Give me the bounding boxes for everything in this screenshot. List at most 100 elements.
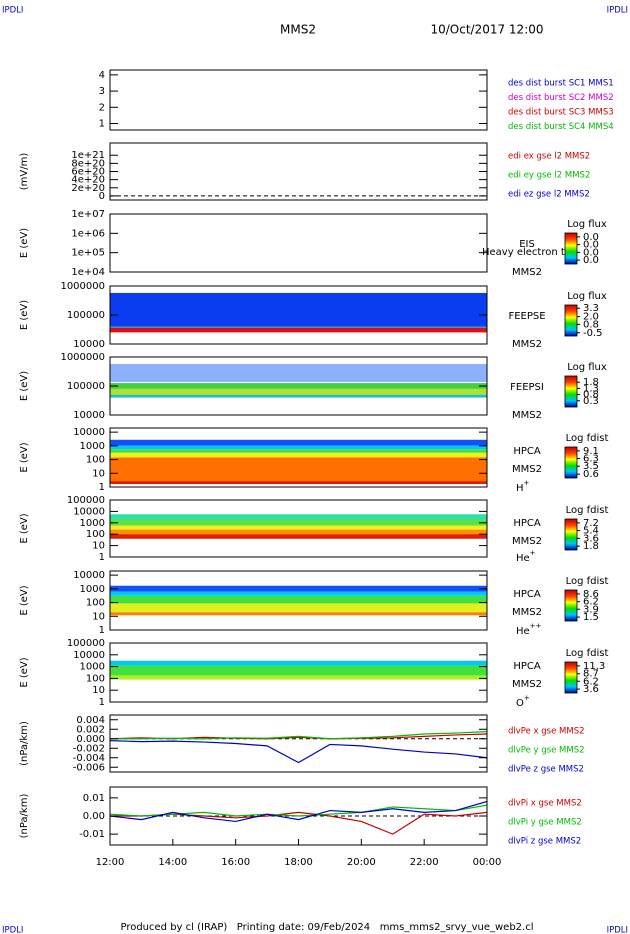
y-tick-label: 1e+06 bbox=[71, 228, 105, 239]
y-tick-label: 1000 bbox=[80, 441, 105, 452]
colorbar-tick-label: 0.3 bbox=[583, 396, 599, 407]
panel-plot bbox=[110, 439, 487, 485]
spectrogram bbox=[110, 591, 487, 596]
colorbar-tick-label: 0.0 bbox=[583, 247, 599, 258]
spacecraft-label: MMS2 bbox=[512, 267, 542, 278]
x-tick-label: 00:00 bbox=[473, 857, 502, 868]
colorbar-tick-label: 0.6 bbox=[583, 469, 599, 480]
x-tick-label: 22:00 bbox=[410, 857, 439, 868]
y-axis-label: (nPa/km) bbox=[19, 721, 30, 766]
spectrogram bbox=[110, 452, 487, 458]
colorbar-tick-label: 3.9 bbox=[583, 604, 599, 615]
species-label: H+ bbox=[516, 479, 530, 494]
colorbar-title: Log flux bbox=[567, 291, 607, 302]
y-tick-label: 100000 bbox=[67, 381, 105, 392]
spectrogram bbox=[110, 363, 487, 382]
spectrogram bbox=[110, 449, 487, 453]
y-tick-label: 1000 bbox=[80, 662, 105, 673]
species-charge: + bbox=[524, 694, 530, 702]
colorbar-tick-label: 6.3 bbox=[583, 454, 599, 465]
spectrogram bbox=[110, 675, 487, 680]
y-tick-label: 2e+20 bbox=[71, 183, 105, 194]
y-tick-label: 10 bbox=[92, 611, 105, 622]
y-tick-label: 10000 bbox=[73, 427, 105, 438]
y-tick-label: 0.01 bbox=[83, 793, 105, 804]
colorbar bbox=[564, 661, 578, 694]
y-tick-label: 1e+07 bbox=[71, 209, 105, 220]
colorbar-tick-label: 1.3 bbox=[583, 383, 599, 394]
spacecraft-label: MMS2 bbox=[512, 339, 542, 350]
instrument-label: HPCA bbox=[513, 661, 541, 672]
colorbar-tick-label: 1.8 bbox=[583, 377, 599, 388]
colorbar-tick-label: 6.2 bbox=[583, 597, 599, 608]
y-tick-label: 6e+20 bbox=[71, 167, 105, 178]
corner-tag: IPDLI bbox=[607, 6, 628, 16]
y-axis-label: (mV/m) bbox=[19, 153, 30, 191]
panel-plot bbox=[110, 800, 487, 835]
species-base: H bbox=[516, 483, 524, 494]
colorbar-tick-label: 1.8 bbox=[583, 541, 599, 552]
y-tick-label: 1000 bbox=[80, 584, 105, 595]
species-charge: + bbox=[524, 479, 530, 487]
footer-text: Produced by cl (IRAP) Printing date: 09/… bbox=[120, 922, 533, 933]
spectrogram bbox=[110, 383, 487, 389]
y-tick-label: 10000 bbox=[73, 570, 105, 581]
spectrogram bbox=[110, 585, 487, 592]
species-label: O+ bbox=[516, 694, 530, 709]
spacecraft-label: MMS2 bbox=[512, 464, 542, 475]
y-tick-label: -0.01 bbox=[79, 829, 105, 840]
colorbar-tick-label: 5.4 bbox=[583, 526, 599, 537]
y-tick-label: 10000 bbox=[73, 506, 105, 517]
y-tick-label: 0.00 bbox=[83, 811, 105, 822]
y-tick-label: 0.004 bbox=[76, 715, 105, 726]
instrument-label: FEEPSE bbox=[508, 311, 545, 322]
colorbar-title: Log flux bbox=[567, 362, 607, 373]
panel-plot bbox=[110, 514, 487, 539]
species-base: O bbox=[516, 698, 524, 709]
spectrogram bbox=[110, 326, 487, 328]
y-tick-label: -0.006 bbox=[73, 762, 105, 773]
y-tick-label: 1000 bbox=[80, 518, 105, 529]
colorbar-tick-label: 0.0 bbox=[583, 232, 599, 243]
y-tick-label: 10 bbox=[92, 541, 105, 552]
spectrogram bbox=[110, 595, 487, 604]
spectrogram bbox=[110, 534, 487, 539]
legend-entry: des dist burst SC1 MMS1 bbox=[508, 79, 614, 89]
y-tick-label: 1 bbox=[99, 119, 105, 130]
y-tick-label: -0.004 bbox=[73, 753, 105, 764]
panel-plot bbox=[110, 660, 487, 680]
colorbar-title: Log fdist bbox=[566, 576, 609, 587]
colorbar-title: Log fdist bbox=[566, 433, 609, 444]
legend-entry: dlvPi y gse MMS2 bbox=[508, 818, 582, 828]
colorbar-tick-label: 2.0 bbox=[583, 312, 599, 323]
y-tick-label: 4e+20 bbox=[71, 175, 105, 186]
colorbar-tick-label: 0.8 bbox=[583, 319, 599, 330]
legend-entry: des dist burst SC2 MMS2 bbox=[508, 93, 614, 103]
spacecraft-label: MMS2 bbox=[512, 679, 542, 690]
y-tick-label: 0 bbox=[99, 191, 105, 202]
colorbar-tick-label: -0.5 bbox=[583, 328, 603, 339]
y-tick-label: 10 bbox=[92, 468, 105, 479]
y-tick-label: 10 bbox=[92, 685, 105, 696]
y-axis-label: E (eV) bbox=[19, 513, 30, 543]
y-tick-label: 3 bbox=[99, 86, 105, 97]
y-tick-label: 1000000 bbox=[60, 281, 105, 292]
spectrogram bbox=[110, 603, 487, 613]
y-tick-label: 100000 bbox=[67, 638, 105, 649]
colorbar-tick-label: 3.6 bbox=[583, 684, 599, 695]
instrument-label: HPCA bbox=[513, 518, 541, 529]
y-axis-label: E (eV) bbox=[19, 657, 30, 687]
y-axis-label: E (eV) bbox=[19, 371, 30, 401]
colorbar bbox=[564, 304, 578, 337]
panel-plot bbox=[110, 731, 487, 764]
panel-plot bbox=[110, 292, 487, 333]
colorbar-tick-label: 3.6 bbox=[583, 533, 599, 544]
colorbar-tick-label: 7.2 bbox=[583, 518, 599, 529]
colorbar-tick-label: 11.3 bbox=[583, 661, 605, 672]
spectrogram bbox=[110, 660, 487, 666]
y-axis-label: E (eV) bbox=[19, 228, 30, 258]
corner-tag: IPDLI bbox=[607, 926, 628, 934]
legend-entry: dlvPe x gse MMS2 bbox=[508, 727, 585, 737]
